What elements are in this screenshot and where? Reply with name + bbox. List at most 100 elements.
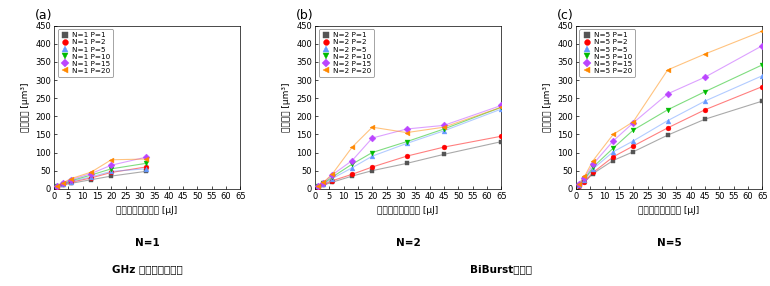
N=5 P=2 xyxy=(628,144,638,148)
N=2 P=1 xyxy=(497,140,506,143)
N=2 P=20 xyxy=(367,126,377,129)
N=5 P=5 xyxy=(580,178,589,182)
N=5 P=10 xyxy=(701,90,710,94)
N=5 P=2 xyxy=(588,171,598,174)
N=5 P=20 xyxy=(758,29,767,33)
N=1 P=2 xyxy=(86,176,95,180)
N=2 P=1 xyxy=(367,169,377,172)
N=2 P=5 xyxy=(402,142,411,145)
N=1 P=2 xyxy=(58,183,67,186)
N=2 P=15 xyxy=(327,173,336,177)
N=5 P=2 xyxy=(608,155,618,159)
N=2 P=1 xyxy=(347,174,357,178)
N=2 P=20 xyxy=(319,180,328,184)
N=2 P=2 xyxy=(402,154,411,158)
N=2 P=15 xyxy=(319,181,328,185)
N=2 P=5 xyxy=(367,154,377,158)
N=1 P=2 xyxy=(66,180,75,184)
N=2 P=1 xyxy=(327,180,336,184)
N=1 P=10 xyxy=(52,184,62,188)
N=1 P=2 xyxy=(52,185,62,188)
Line: N=5 P=10: N=5 P=10 xyxy=(576,62,765,188)
N=5 P=15 xyxy=(580,176,589,180)
N=5 P=15 xyxy=(588,162,598,166)
N=5 P=20 xyxy=(608,133,618,136)
N=5 P=1 xyxy=(701,118,710,121)
N=5 P=20 xyxy=(574,182,584,185)
N=5 P=5 xyxy=(663,119,672,122)
N=2 P=2 xyxy=(347,172,357,176)
N=5 P=1 xyxy=(663,134,672,137)
Line: N=1 P=5: N=1 P=5 xyxy=(55,166,148,189)
N=5 P=15 xyxy=(701,76,710,79)
Legend: N=1 P=1, N=1 P=2, N=1 P=5, N=1 P=10, N=1 P=15, N=1 P=20: N=1 P=1, N=1 P=2, N=1 P=5, N=1 P=10, N=1… xyxy=(58,29,113,77)
Line: N=5 P=1: N=5 P=1 xyxy=(576,99,765,188)
N=5 P=10 xyxy=(758,63,767,67)
N=1 P=1 xyxy=(58,183,67,187)
N=5 P=10 xyxy=(574,183,584,187)
N=2 P=5 xyxy=(497,107,506,111)
N=5 P=15 xyxy=(758,44,767,47)
Line: N=1 P=15: N=1 P=15 xyxy=(55,155,148,188)
N=5 P=2 xyxy=(701,108,710,112)
N=2 P=1 xyxy=(319,183,328,187)
Y-axis label: 除去体積 [μm³]: 除去体積 [μm³] xyxy=(543,82,551,132)
Legend: N=2 P=1, N=2 P=2, N=2 P=5, N=2 P=10, N=2 P=15, N=2 P=20: N=2 P=1, N=2 P=2, N=2 P=5, N=2 P=10, N=2… xyxy=(319,29,374,77)
N=5 P=10 xyxy=(628,128,638,132)
N=5 P=20 xyxy=(580,175,589,178)
N=1 P=5 xyxy=(106,170,115,173)
N=5 P=1 xyxy=(580,180,589,184)
N=5 P=5 xyxy=(701,99,710,103)
N=2 P=15 xyxy=(440,124,449,127)
N=2 P=15 xyxy=(313,184,323,188)
N=1 P=20 xyxy=(141,157,150,161)
Text: N=2: N=2 xyxy=(396,238,420,248)
Line: N=2 P=2: N=2 P=2 xyxy=(316,134,504,189)
N=1 P=10 xyxy=(58,182,67,185)
Text: N=1: N=1 xyxy=(135,238,159,248)
Line: N=1 P=2: N=1 P=2 xyxy=(55,165,148,189)
N=5 P=1 xyxy=(574,184,584,188)
Line: N=2 P=20: N=2 P=20 xyxy=(316,105,504,188)
N=1 P=20 xyxy=(106,158,115,162)
N=2 P=10 xyxy=(402,140,411,143)
N=1 P=15 xyxy=(58,182,67,185)
N=1 P=20 xyxy=(66,177,75,180)
N=1 P=10 xyxy=(86,173,95,177)
N=5 P=1 xyxy=(608,159,618,162)
N=1 P=1 xyxy=(52,185,62,189)
N=5 P=5 xyxy=(628,139,638,143)
N=5 P=5 xyxy=(608,150,618,154)
N=5 P=20 xyxy=(663,68,672,72)
N=2 P=15 xyxy=(402,127,411,131)
N=1 P=20 xyxy=(86,170,95,174)
N=5 P=2 xyxy=(574,184,584,188)
N=2 P=20 xyxy=(347,145,357,149)
N=1 P=10 xyxy=(66,179,75,182)
N=1 P=15 xyxy=(86,172,95,175)
N=2 P=20 xyxy=(440,126,449,129)
N=2 P=10 xyxy=(497,106,506,109)
N=2 P=15 xyxy=(497,104,506,107)
N=2 P=1 xyxy=(440,153,449,156)
N=1 P=1 xyxy=(141,170,150,173)
N=5 P=1 xyxy=(588,172,598,175)
N=5 P=5 xyxy=(588,167,598,170)
N=5 P=10 xyxy=(588,165,598,169)
Line: N=2 P=1: N=2 P=1 xyxy=(316,139,504,189)
Line: N=1 P=1: N=1 P=1 xyxy=(55,169,148,189)
N=2 P=20 xyxy=(497,106,506,109)
Line: N=5 P=2: N=5 P=2 xyxy=(576,84,765,188)
N=2 P=10 xyxy=(347,162,357,166)
N=5 P=10 xyxy=(608,146,618,150)
Text: (c): (c) xyxy=(557,9,574,22)
Line: N=5 P=20: N=5 P=20 xyxy=(576,29,765,186)
Text: BiBurstモード: BiBurstモード xyxy=(470,264,532,274)
X-axis label: 全投入エネルギー [μJ]: 全投入エネルギー [μJ] xyxy=(638,206,700,215)
N=5 P=1 xyxy=(758,99,767,103)
N=5 P=20 xyxy=(588,159,598,162)
N=2 P=10 xyxy=(313,184,323,188)
Line: N=2 P=10: N=2 P=10 xyxy=(316,105,504,189)
N=5 P=15 xyxy=(608,139,618,143)
N=2 P=10 xyxy=(327,175,336,179)
